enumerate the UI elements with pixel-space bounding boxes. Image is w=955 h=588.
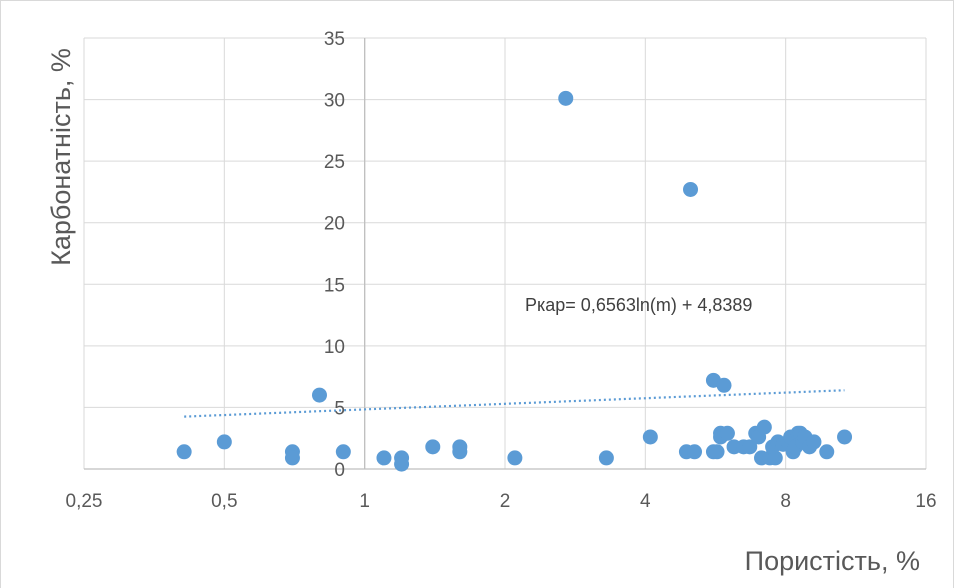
- data-point: [756, 419, 772, 435]
- y-tick-labels: 0 5 10 15 20 25 30 35: [324, 29, 345, 481]
- y-tick-label: 25: [324, 152, 345, 173]
- data-point: [598, 450, 614, 466]
- y-tick-label: 30: [324, 91, 345, 112]
- data-point: [176, 444, 192, 460]
- data-point: [742, 439, 758, 455]
- data-point: [719, 425, 735, 441]
- data-point: [642, 429, 658, 445]
- trendline: [184, 389, 845, 418]
- y-tick-label: 10: [324, 337, 345, 358]
- y-tick-label: 20: [324, 214, 345, 235]
- x-tick-label: 0,5: [211, 491, 237, 512]
- data-point: [687, 444, 703, 460]
- x-tick-label: 16: [915, 491, 936, 512]
- x-axis-title: Пористість, %: [745, 546, 920, 576]
- data-point: [425, 439, 441, 455]
- data-point: [716, 377, 732, 393]
- y-tick-label: 5: [334, 398, 345, 419]
- data-point: [284, 450, 300, 466]
- data-point: [311, 387, 327, 403]
- data-point: [709, 444, 725, 460]
- data-point: [806, 434, 822, 450]
- data-point: [452, 444, 468, 460]
- x-tick-label: 8: [780, 491, 791, 512]
- x-tick-label: 4: [640, 491, 651, 512]
- data-point: [558, 90, 574, 106]
- x-tick-label: 0,25: [66, 491, 103, 512]
- trendline-equation: Pкар= 0,6563ln(m) + 4,8389: [525, 295, 752, 315]
- x-tick-label: 2: [500, 491, 511, 512]
- y-tick-label: 35: [324, 29, 345, 50]
- trendline-path: [184, 389, 845, 418]
- x-tick-label: 1: [359, 491, 370, 512]
- data-point: [376, 450, 392, 466]
- data-point: [683, 181, 699, 197]
- data-point: [819, 444, 835, 460]
- y-tick-label: 0: [334, 460, 345, 481]
- data-point: [216, 434, 232, 450]
- data-point: [507, 450, 523, 466]
- data-points: [176, 90, 853, 472]
- y-tick-label: 15: [324, 275, 345, 296]
- gridlines: [83, 37, 927, 470]
- data-point: [394, 456, 410, 472]
- data-point: [837, 429, 853, 445]
- data-point: [335, 444, 351, 460]
- x-tick-labels: 0,25 0,5 1 2 4 8 16: [66, 491, 937, 512]
- y-axis-title: Карбонатність, %: [46, 48, 76, 266]
